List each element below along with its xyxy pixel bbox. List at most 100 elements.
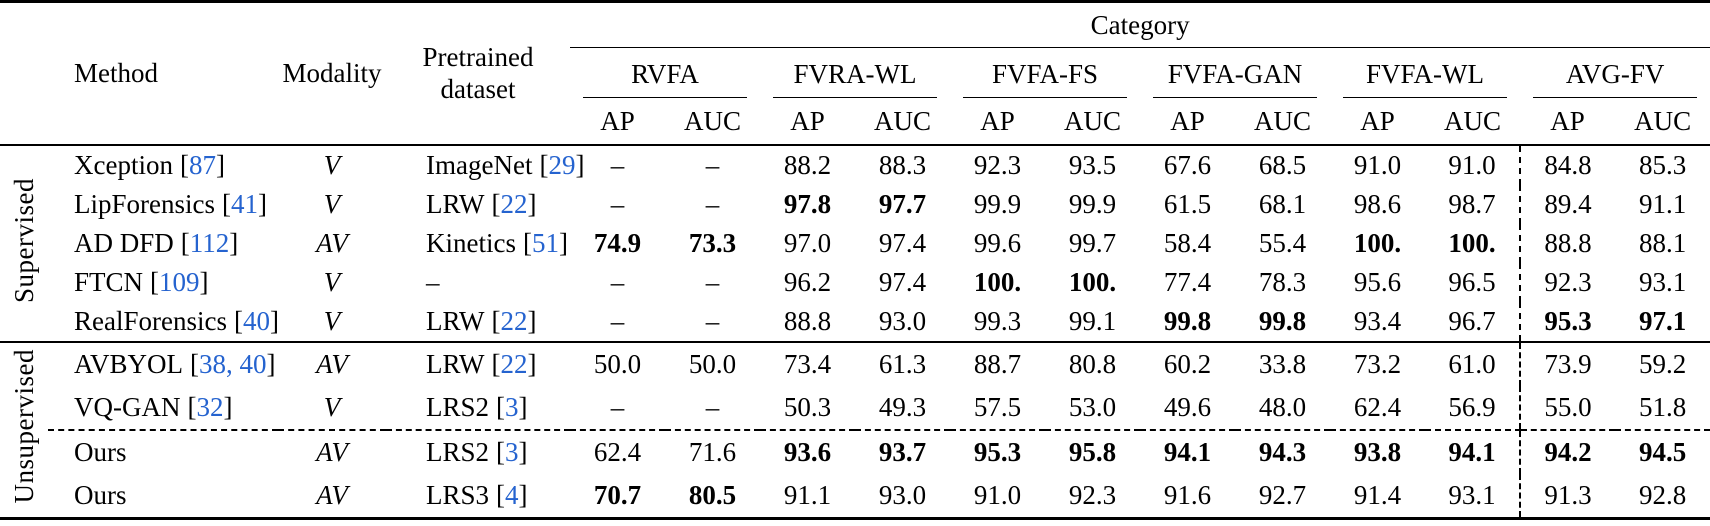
metric-cell: 93.6 [783, 437, 832, 467]
header-row-groups: RVFA FVRA-WL FVFA-FS FVFA-GAN FVFA-WL AV… [0, 48, 1710, 98]
cite-close-bracket: ] [269, 306, 279, 336]
cite-open-bracket: [ [233, 306, 243, 336]
group-header-fvfa-fs: FVFA-FS [950, 48, 1140, 98]
metric-cell: 50.0 [593, 349, 642, 379]
metric-cell: 88.3 [878, 150, 927, 180]
pretrained-name: ImageNet [426, 150, 533, 180]
metric-cell: 55.0 [1519, 386, 1615, 431]
cite-open-bracket: [ [491, 349, 501, 379]
metric-cell: – [705, 150, 720, 180]
pretrained-name: LRW [426, 306, 485, 336]
col-header-modality: Modality [282, 58, 382, 88]
metric-cell: 88.7 [973, 349, 1022, 379]
modality-symbol: V [323, 392, 341, 422]
metric-cell: 68.1 [1258, 189, 1307, 219]
modality-cell: V [278, 302, 386, 342]
citation-number: 40 [242, 306, 270, 336]
metric-cell: 91.3 [1519, 474, 1615, 519]
citation-number: 3 [505, 392, 519, 422]
metric-cell: 61.3 [878, 349, 927, 379]
metric-header-auc: AUC [1063, 105, 1121, 136]
metric-cell: – [610, 306, 625, 336]
row-group-column-header [0, 2, 48, 146]
metric-cell: 99.8 [1258, 306, 1307, 336]
metric-cell: 92.7 [1258, 480, 1307, 510]
metric-cell: 93.1 [1448, 480, 1496, 510]
metric-cell: 67.6 [1163, 150, 1212, 180]
cite-open-bracket: [ [150, 267, 160, 297]
metric-cell: 100. [1448, 228, 1496, 258]
cite-close-bracket: ] [266, 349, 276, 379]
metric-cell: 93.4 [1353, 306, 1402, 336]
method-cell: FTCN [109] [48, 263, 278, 302]
modality-symbol: V [323, 306, 341, 336]
method-cell: VQ-GAN [32] [48, 386, 278, 431]
cite-open-bracket: [ [180, 228, 190, 258]
group-header-fvfa-gan: FVFA-GAN [1140, 48, 1330, 98]
metric-cell: 93.0 [878, 480, 927, 510]
citation-number: 51 [531, 228, 559, 258]
metric-cell: 78.3 [1258, 267, 1307, 297]
metric-cell: 88.1 [1638, 228, 1687, 258]
modality-symbol: AV [316, 228, 348, 258]
group-header-label: FVFA-WL [1343, 53, 1507, 98]
col-header-pretrained: Pretrained dataset [386, 2, 570, 146]
modality-cell: AV [278, 430, 386, 474]
cite-close-bracket: ] [229, 228, 239, 258]
metric-cell: 48.0 [1235, 386, 1330, 431]
method-cell: LipForensics [41] [48, 185, 278, 224]
metric-header-auc: AUC [1443, 105, 1501, 136]
metric-cell: 96.5 [1448, 267, 1496, 297]
method-cell: RealForensics [40] [48, 302, 279, 342]
method-name: FTCN [74, 267, 144, 297]
modality-cell: V [278, 185, 386, 224]
metric-header-auc: AUC [1634, 105, 1692, 136]
citation-number: 4 [505, 480, 519, 510]
metric-cell: 91.1 [783, 480, 832, 510]
method-name: Xception [74, 150, 173, 180]
cite-open-bracket: [ [179, 150, 189, 180]
cite-open-bracket: [ [522, 228, 532, 258]
cite-close-bracket: ] [223, 392, 233, 422]
metric-cell: 73.3 [688, 228, 737, 258]
cite-close-bracket: ] [215, 150, 225, 180]
metric-cell: 91.1 [1638, 189, 1687, 219]
metric-cell: 33.8 [1258, 349, 1307, 379]
metric-cell: 91.0 [973, 480, 1022, 510]
supervised-section: Supervised Xception [87] V ImageNet [29] – –88.… [0, 145, 1710, 342]
metric-header-ap: AP [600, 105, 635, 136]
metric-cell: 99.9 [973, 189, 1022, 219]
method-name: Ours [74, 437, 127, 467]
row-group-label: Unsupervised [8, 349, 39, 504]
cite-close-bracket: ] [527, 189, 537, 219]
metric-cell: 73.2 [1353, 349, 1402, 379]
table-row: Supervised Xception [87] V ImageNet [29] – –88.… [0, 145, 1710, 302]
metric-cell: 100. [1353, 228, 1402, 258]
unsupervised-section: Unsupervised AVBYOL [38, 40] AV LRW [22] 50.0 5… [0, 342, 1710, 519]
citation-number: 38, 40 [199, 349, 267, 379]
metric-cell: 55.4 [1258, 228, 1307, 258]
metric-cell: 93.5 [1068, 150, 1117, 180]
metric-cell: 91.6 [1163, 480, 1212, 510]
group-header-label: FVRA-WL [773, 53, 937, 98]
method-cell: Xception [87] [48, 145, 278, 185]
method-cell: AVBYOL [38, 40] [48, 342, 278, 386]
method-name: LipForensics [74, 189, 215, 219]
metric-cell: 95.6 [1353, 267, 1402, 297]
modality-cell: AV [278, 224, 386, 263]
cite-open-bracket: [ [496, 480, 506, 510]
table-row: LipForensics [41] V LRW [22] – –97.8 97.7 99.9 99… [0, 185, 1710, 224]
method-name: Ours [74, 480, 127, 510]
citation-number: 22 [500, 189, 528, 219]
metric-cell: – [610, 150, 625, 180]
metric-cell: 91.4 [1353, 480, 1402, 510]
cite-open-bracket: [ [190, 349, 200, 379]
citation-number: 22 [500, 306, 528, 336]
metric-cell: 88.8 [783, 306, 832, 336]
row-group-label-cell: Supervised [0, 145, 48, 342]
metric-header-ap: AP [980, 105, 1015, 136]
metric-cell: 97.1 [1638, 306, 1687, 336]
pretrained-name: LRS2 [426, 392, 490, 422]
